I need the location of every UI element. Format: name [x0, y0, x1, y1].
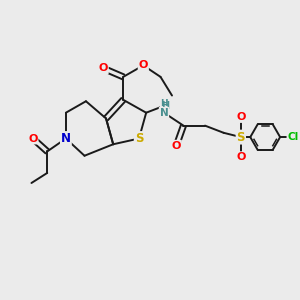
Text: Cl: Cl [287, 132, 298, 142]
Text: O: O [139, 60, 148, 70]
Text: N: N [61, 132, 71, 145]
Text: N: N [160, 108, 168, 118]
Text: S: S [135, 132, 143, 145]
Text: O: O [98, 63, 108, 73]
Text: H: H [160, 99, 168, 108]
Text: O: O [172, 141, 181, 151]
Text: O: O [236, 152, 245, 162]
Text: O: O [28, 134, 38, 143]
Text: H: H [161, 100, 169, 110]
Text: S: S [237, 130, 245, 144]
Text: O: O [236, 112, 245, 122]
